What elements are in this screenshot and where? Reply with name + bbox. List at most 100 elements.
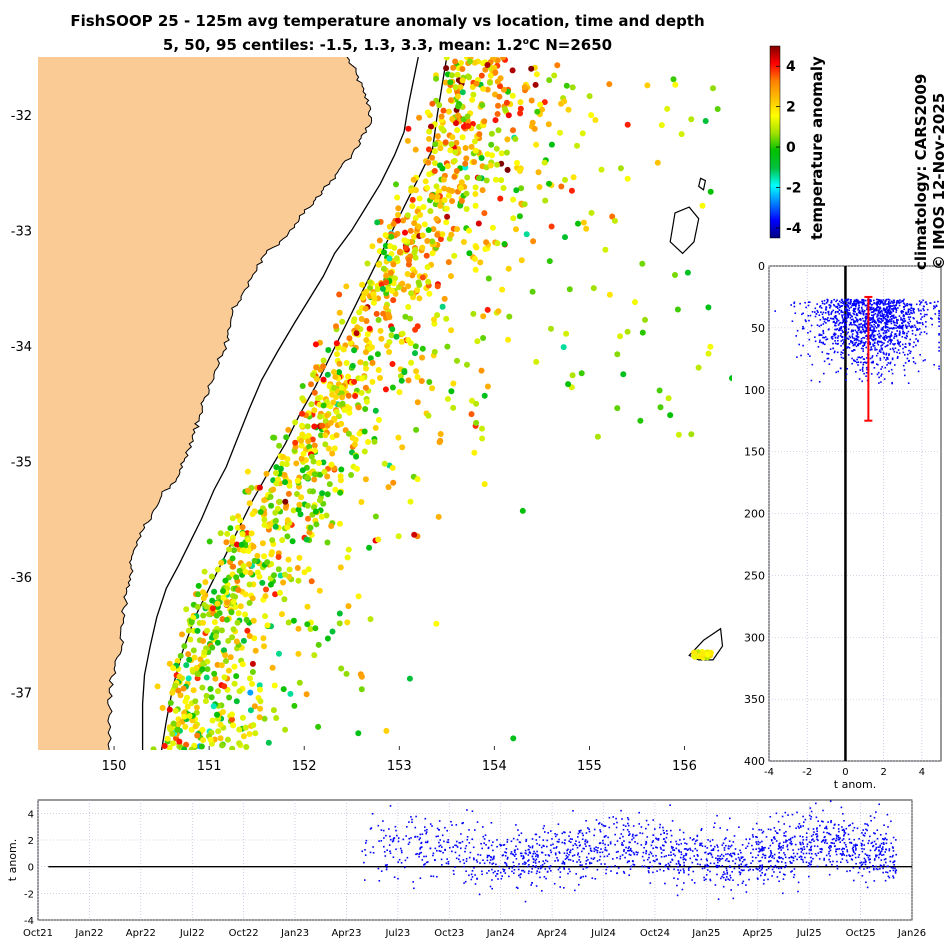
ts-point xyxy=(420,851,422,854)
ts-point xyxy=(882,846,884,848)
map-point xyxy=(271,572,277,579)
map-point xyxy=(488,130,495,137)
ts-point xyxy=(593,857,596,859)
ts-point xyxy=(802,815,804,818)
ts-point xyxy=(524,852,527,854)
ts-point xyxy=(692,870,695,873)
map-point xyxy=(282,479,288,486)
ts-point xyxy=(564,858,567,860)
ts-point xyxy=(528,851,531,854)
depth-point xyxy=(884,339,886,341)
depth-point xyxy=(870,311,873,314)
map-point xyxy=(320,402,327,409)
ts-point xyxy=(816,836,818,838)
map-point xyxy=(401,369,408,376)
ts-point xyxy=(604,863,606,865)
ts-point xyxy=(855,847,857,850)
depth-point xyxy=(879,357,882,360)
map-point xyxy=(370,299,377,306)
map-point xyxy=(182,723,189,730)
map-point xyxy=(452,84,459,91)
ts-point xyxy=(510,852,512,855)
ts-point xyxy=(812,833,815,836)
ts-point xyxy=(540,866,543,869)
map-point xyxy=(331,445,338,452)
depth-point xyxy=(864,299,867,302)
map-point xyxy=(458,60,464,66)
map-point xyxy=(419,354,426,361)
depth-point xyxy=(877,325,879,327)
depth-point xyxy=(912,309,914,311)
ts-point xyxy=(543,876,546,878)
ts-point xyxy=(707,853,710,855)
depth-point xyxy=(850,300,852,303)
ts-point xyxy=(717,849,720,852)
depth-point xyxy=(822,342,824,345)
ts-point xyxy=(855,844,857,847)
map-point xyxy=(444,396,451,402)
ts-point xyxy=(563,868,565,870)
ts-point xyxy=(555,853,557,856)
ts-point xyxy=(794,843,797,846)
depth-point xyxy=(840,327,842,330)
map-point xyxy=(313,376,320,382)
ts-point xyxy=(664,840,666,843)
map-point xyxy=(211,588,218,595)
depth-point xyxy=(836,318,838,321)
depth-point xyxy=(933,301,936,303)
depth-point xyxy=(906,304,908,307)
ts-point xyxy=(627,818,630,821)
ts-point xyxy=(724,859,727,862)
map-point xyxy=(519,507,526,514)
map-point xyxy=(211,619,218,626)
ts-point xyxy=(439,839,441,841)
ts-point xyxy=(683,861,685,864)
depth-point xyxy=(840,340,843,342)
map-point xyxy=(448,231,455,238)
ts-point xyxy=(800,851,803,853)
ts-point xyxy=(609,842,612,845)
ts-point xyxy=(463,862,466,865)
map-point xyxy=(454,226,460,233)
ts-point xyxy=(878,849,880,851)
map-point xyxy=(324,539,331,546)
depth-point xyxy=(885,326,887,328)
map-point xyxy=(380,310,387,317)
depth-point xyxy=(844,298,847,301)
ts-point xyxy=(511,866,514,869)
ts-point xyxy=(452,869,455,872)
depth-point xyxy=(906,303,908,305)
depth-point xyxy=(874,347,876,349)
ts-point xyxy=(440,858,443,861)
ts-point xyxy=(659,823,661,826)
ts-point xyxy=(589,861,591,864)
depth-point xyxy=(902,332,904,335)
map-point xyxy=(437,162,443,169)
depth-point xyxy=(858,340,860,342)
map-point xyxy=(282,726,289,733)
depth-point xyxy=(872,343,874,346)
ts-point xyxy=(775,840,778,842)
ts-point xyxy=(824,835,826,838)
depth-point xyxy=(898,327,900,329)
ts-point xyxy=(525,840,527,842)
ts-point xyxy=(524,900,527,903)
depth-point xyxy=(874,312,877,315)
ts-point xyxy=(719,855,722,857)
depth-point xyxy=(877,301,879,303)
depth-point xyxy=(832,321,835,323)
map-point xyxy=(678,131,685,138)
map-point xyxy=(388,269,394,276)
map-point xyxy=(209,644,216,651)
depth-point xyxy=(903,298,905,301)
ts-point xyxy=(655,858,658,861)
ts-point xyxy=(438,845,440,848)
map-point xyxy=(448,273,454,280)
ts-point xyxy=(564,831,566,834)
map-point xyxy=(208,573,215,580)
ts-point xyxy=(761,849,764,852)
depth-point xyxy=(819,319,822,321)
depth-point xyxy=(888,305,890,308)
ts-point xyxy=(425,855,427,858)
depth-point xyxy=(860,342,863,344)
